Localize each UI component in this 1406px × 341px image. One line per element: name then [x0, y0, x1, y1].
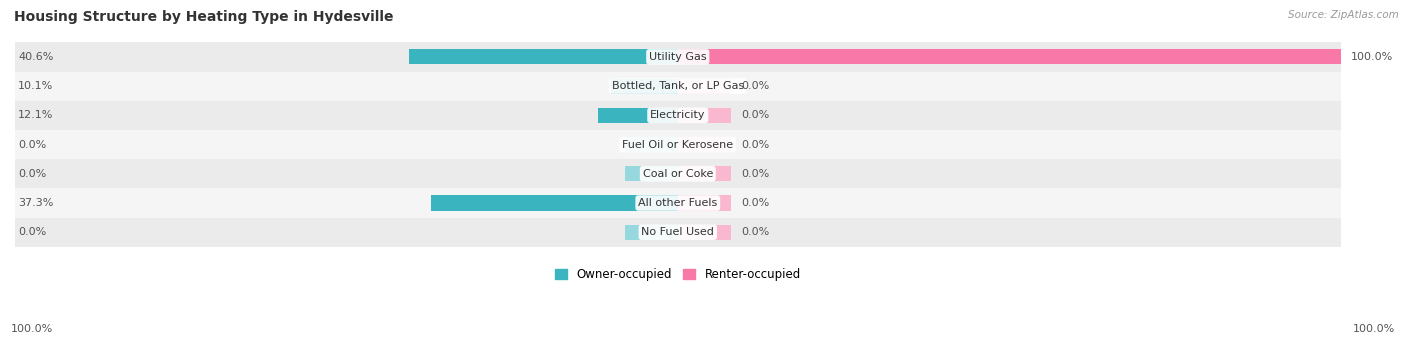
Text: No Fuel Used: No Fuel Used — [641, 227, 714, 237]
Text: 0.0%: 0.0% — [18, 227, 46, 237]
Bar — [15, 101, 1340, 130]
Text: All other Fuels: All other Fuels — [638, 198, 717, 208]
Bar — [15, 42, 1340, 72]
Bar — [678, 137, 731, 152]
Text: 12.1%: 12.1% — [18, 110, 53, 120]
Bar — [678, 225, 731, 240]
Bar — [15, 159, 1340, 189]
Bar — [624, 166, 678, 181]
Text: 0.0%: 0.0% — [741, 110, 769, 120]
Text: 0.0%: 0.0% — [741, 198, 769, 208]
Bar — [624, 225, 678, 240]
Bar — [15, 189, 1340, 218]
Bar — [15, 72, 1340, 101]
Text: Source: ZipAtlas.com: Source: ZipAtlas.com — [1288, 10, 1399, 20]
Text: Electricity: Electricity — [650, 110, 706, 120]
Bar — [678, 166, 731, 181]
Text: 0.0%: 0.0% — [741, 139, 769, 150]
Text: 10.1%: 10.1% — [18, 81, 53, 91]
Bar — [678, 49, 1340, 64]
Text: Housing Structure by Heating Type in Hydesville: Housing Structure by Heating Type in Hyd… — [14, 10, 394, 24]
Bar — [610, 78, 678, 94]
Text: 100.0%: 100.0% — [11, 324, 53, 334]
Bar — [409, 49, 678, 64]
Bar — [624, 137, 678, 152]
Text: Bottled, Tank, or LP Gas: Bottled, Tank, or LP Gas — [612, 81, 744, 91]
Text: 100.0%: 100.0% — [1353, 324, 1395, 334]
Bar — [15, 218, 1340, 247]
Bar — [678, 108, 731, 123]
Legend: Owner-occupied, Renter-occupied: Owner-occupied, Renter-occupied — [550, 264, 806, 286]
Text: Fuel Oil or Kerosene: Fuel Oil or Kerosene — [623, 139, 734, 150]
Text: 0.0%: 0.0% — [18, 139, 46, 150]
Text: 0.0%: 0.0% — [741, 81, 769, 91]
Text: Coal or Coke: Coal or Coke — [643, 169, 713, 179]
Text: 0.0%: 0.0% — [18, 169, 46, 179]
Text: 0.0%: 0.0% — [741, 169, 769, 179]
Text: 40.6%: 40.6% — [18, 52, 53, 62]
Text: Utility Gas: Utility Gas — [650, 52, 707, 62]
Bar — [678, 195, 731, 211]
Text: 100.0%: 100.0% — [1351, 52, 1393, 62]
Bar — [598, 108, 678, 123]
Bar — [15, 130, 1340, 159]
Text: 37.3%: 37.3% — [18, 198, 53, 208]
Text: 0.0%: 0.0% — [741, 227, 769, 237]
Bar — [430, 195, 678, 211]
Bar — [678, 78, 731, 94]
